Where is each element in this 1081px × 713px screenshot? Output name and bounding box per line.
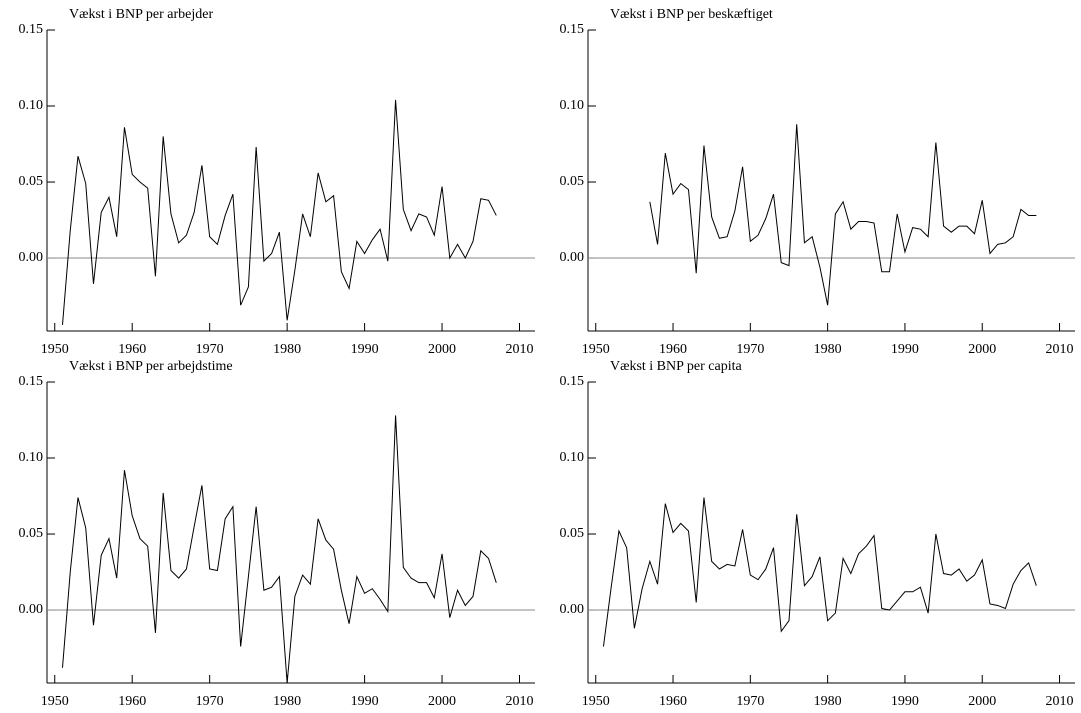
chart-title: Vækst i BNP per arbejdstime xyxy=(69,359,233,374)
y-tick-label: 0.00 xyxy=(560,602,585,617)
x-tick-label: 1950 xyxy=(41,694,69,709)
data-line xyxy=(61,99,497,325)
x-tick-label: 1980 xyxy=(273,342,301,357)
panel: 0.15 0.10 0.05 0.00 1950 1960 1970 1980 1990 2000… xyxy=(560,7,1075,357)
x-tick-label: 1970 xyxy=(196,342,224,357)
y-tick-label: 0.00 xyxy=(19,602,44,617)
x-tick-label: 2000 xyxy=(968,342,996,357)
x-tick-label: 1960 xyxy=(659,342,687,357)
y-tick-label: 0.05 xyxy=(19,526,44,541)
x-tick-label: 1990 xyxy=(891,342,919,357)
x-tick-label: 1950 xyxy=(41,342,69,357)
y-tick-label: 0.05 xyxy=(19,174,44,189)
x-tick-label: 1980 xyxy=(814,694,842,709)
chart-title: Vækst i BNP per capita xyxy=(610,359,742,374)
y-tick-label: 0.10 xyxy=(19,98,44,113)
y-tick-label: 0.10 xyxy=(19,450,44,465)
panel: 0.15 0.10 0.05 0.00 1950 1960 1970 1980 1990 2000… xyxy=(19,7,535,357)
data-line xyxy=(649,124,1037,306)
x-tick-label: 1950 xyxy=(582,342,610,357)
x-tick-label: 1960 xyxy=(118,342,146,357)
x-tick-label: 1950 xyxy=(582,694,610,709)
panel: 0.15 0.10 0.05 0.00 1950 1960 1970 1980 1990 2000… xyxy=(560,359,1075,709)
chart-title: Vækst i BNP per arbejder xyxy=(69,7,213,22)
y-tick-label: 0.05 xyxy=(560,174,585,189)
x-tick-label: 2010 xyxy=(506,342,534,357)
x-tick-label: 2010 xyxy=(1046,694,1074,709)
y-tick-label: 0.00 xyxy=(19,250,44,265)
x-tick-label: 2000 xyxy=(968,694,996,709)
x-tick-label: 2010 xyxy=(1046,342,1074,357)
x-tick-label: 1980 xyxy=(273,694,301,709)
chart-title: Vækst i BNP per beskæftiget xyxy=(610,7,773,22)
x-tick-label: 2010 xyxy=(506,694,534,709)
x-tick-label: 1980 xyxy=(814,342,842,357)
y-tick-label: 0.00 xyxy=(560,250,585,265)
panel: 0.15 0.10 0.05 0.00 1950 1960 1970 1980 1990 2000… xyxy=(19,359,535,709)
y-tick-label: 0.15 xyxy=(19,374,44,389)
x-tick-label: 1970 xyxy=(736,694,764,709)
data-line xyxy=(61,415,497,684)
x-tick-label: 2000 xyxy=(428,342,456,357)
x-tick-label: 1990 xyxy=(891,694,919,709)
x-tick-label: 1960 xyxy=(659,694,687,709)
y-tick-label: 0.15 xyxy=(560,374,585,389)
y-tick-label: 0.10 xyxy=(560,98,585,113)
y-tick-label: 0.15 xyxy=(19,22,44,37)
x-tick-label: 1990 xyxy=(351,694,379,709)
y-tick-label: 0.15 xyxy=(560,22,585,37)
x-tick-label: 1990 xyxy=(351,342,379,357)
y-tick-label: 0.10 xyxy=(560,450,585,465)
x-tick-label: 1960 xyxy=(118,694,146,709)
x-tick-label: 1970 xyxy=(736,342,764,357)
y-tick-label: 0.05 xyxy=(560,526,585,541)
x-tick-label: 2000 xyxy=(428,694,456,709)
x-tick-label: 1970 xyxy=(196,694,224,709)
data-line xyxy=(602,497,1037,647)
